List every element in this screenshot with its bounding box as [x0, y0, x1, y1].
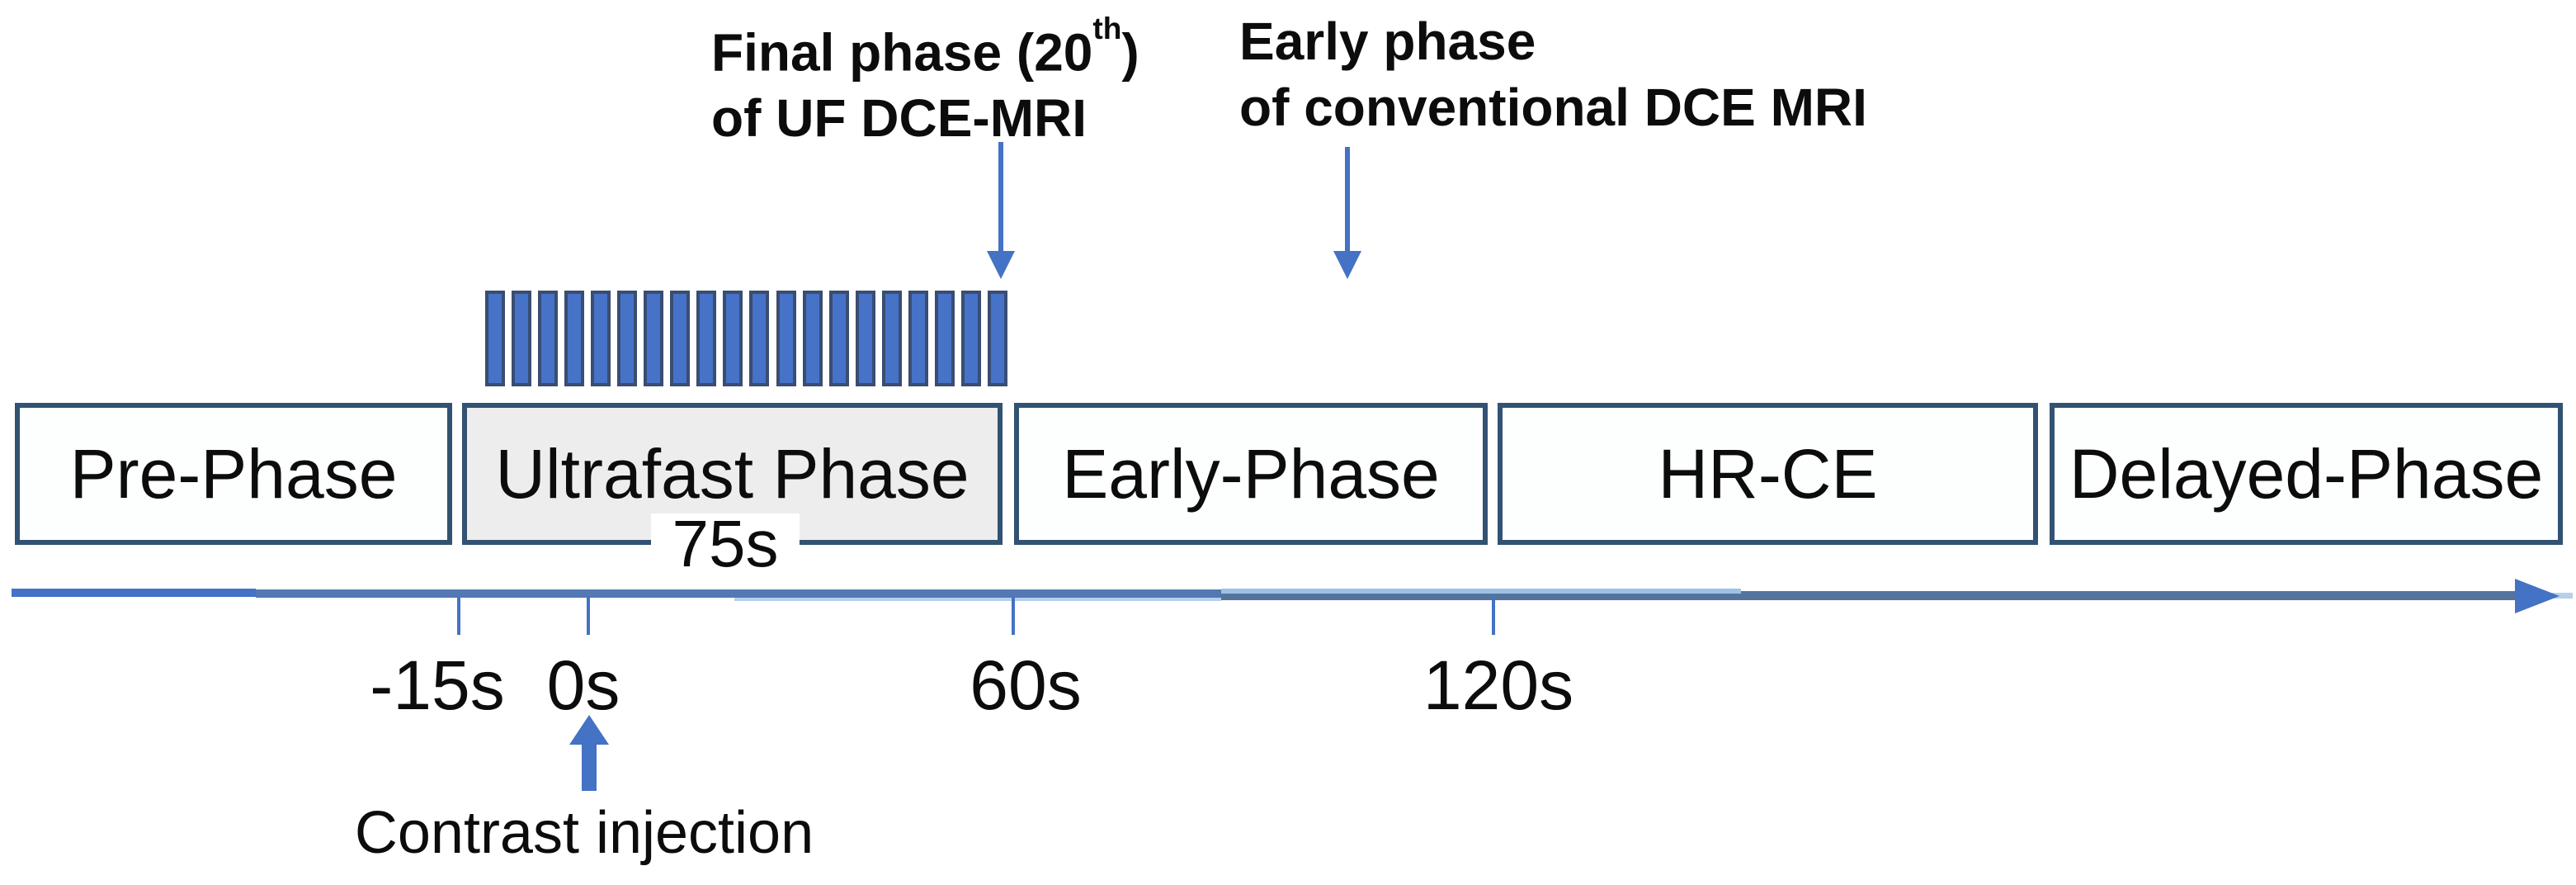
final-phase-annotation-line1: Final phase (20th) [711, 8, 1139, 85]
ultrafast-comb [485, 291, 1007, 386]
phase-box-pre-phase: Pre-Phase [15, 403, 452, 545]
early-phase-arrow-icon [1333, 251, 1361, 279]
ultrafast-acquisition-bar [828, 291, 849, 386]
ultrafast-acquisition-bar [723, 291, 743, 386]
early-phase-arrow-shaft [1345, 147, 1350, 254]
phase-label-delayed-phase: Delayed-Phase [2069, 434, 2544, 513]
ultrafast-acquisition-bar [538, 291, 559, 386]
timeline-segment-3-dark [1221, 594, 1741, 600]
ultrafast-acquisition-bar [881, 291, 902, 386]
ultrafast-acquisition-bar [934, 291, 955, 386]
timeline-segment-1 [12, 589, 256, 597]
ultrafast-acquisition-bar [617, 291, 638, 386]
ultrafast-acquisition-bar [855, 291, 875, 386]
timeline-arrowhead-icon [2515, 579, 2559, 613]
phase-box-delayed-phase: Delayed-Phase [2050, 403, 2563, 545]
timeline-segment-2 [256, 589, 1221, 598]
final-phase-arrow-icon [987, 251, 1015, 279]
contrast-injection-arrow-icon [569, 715, 609, 745]
timeline-label-0s: 0s [546, 646, 620, 724]
ultrafast-duration-chip: 75s [651, 507, 800, 580]
contrast-injection-label: Contrast injection [354, 800, 814, 866]
timeline-segment-3-light [1221, 589, 1741, 594]
ultrafast-acquisition-bar [696, 291, 717, 386]
ultrafast-acquisition-bar [749, 291, 770, 386]
phase-label-early-phase: Early-Phase [1062, 434, 1440, 513]
timeline-tick-0s [587, 597, 590, 635]
phase-box-early-phase: Early-Phase [1014, 403, 1488, 545]
final-phase-annotation-line1-suffix: ) [1121, 22, 1139, 83]
phase-label-ultrafast-phase: Ultrafast Phase [495, 434, 970, 513]
early-phase-annotation-line1: Early phase [1239, 12, 1536, 71]
early-phase-annotation: Early phase of conventional DCE MRI [1239, 8, 1867, 140]
timeline-tick-minus15s [457, 597, 460, 635]
timeline-tick-60s [1012, 597, 1015, 635]
timeline-segment-sliver [734, 598, 1221, 601]
ultrafast-acquisition-bar [908, 291, 928, 386]
phase-label-hr-ce: HR-CE [1658, 434, 1878, 513]
phase-box-hr-ce: HR-CE [1498, 403, 2038, 545]
ultrafast-acquisition-bar [644, 291, 664, 386]
ultrafast-acquisition-bar [564, 291, 585, 386]
phase-label-pre-phase: Pre-Phase [69, 434, 398, 513]
ultrafast-acquisition-bar [987, 291, 1007, 386]
timeline-segment-4 [1741, 591, 2526, 600]
timeline-label-minus15s: -15s [370, 646, 505, 724]
ordinal-superscript: th [1092, 11, 1122, 46]
final-phase-annotation: Final phase (20th) of UF DCE-MRI [711, 8, 1139, 151]
timeline-stub [2548, 593, 2573, 599]
ultrafast-acquisition-bar [485, 291, 505, 386]
final-phase-annotation-line2: of UF DCE-MRI [711, 88, 1087, 149]
ultrafast-acquisition-bar [960, 291, 981, 386]
ultrafast-acquisition-bar [802, 291, 823, 386]
ultrafast-acquisition-bar [776, 291, 796, 386]
final-phase-arrow-shaft [998, 142, 1003, 254]
timeline-tick-120s [1492, 597, 1495, 635]
early-phase-annotation-line2: of conventional DCE MRI [1239, 78, 1867, 137]
ultrafast-acquisition-bar [670, 291, 691, 386]
contrast-injection-arrow-shaft [582, 743, 597, 791]
final-phase-annotation-line1-prefix: Final phase (20 [711, 22, 1093, 83]
ultrafast-acquisition-bar [591, 291, 611, 386]
ultrafast-duration-label: 75s [672, 507, 779, 580]
timeline-label-120s: 120s [1422, 646, 1574, 724]
timeline-label-60s: 60s [970, 646, 1082, 724]
ultrafast-acquisition-bar [512, 291, 532, 386]
